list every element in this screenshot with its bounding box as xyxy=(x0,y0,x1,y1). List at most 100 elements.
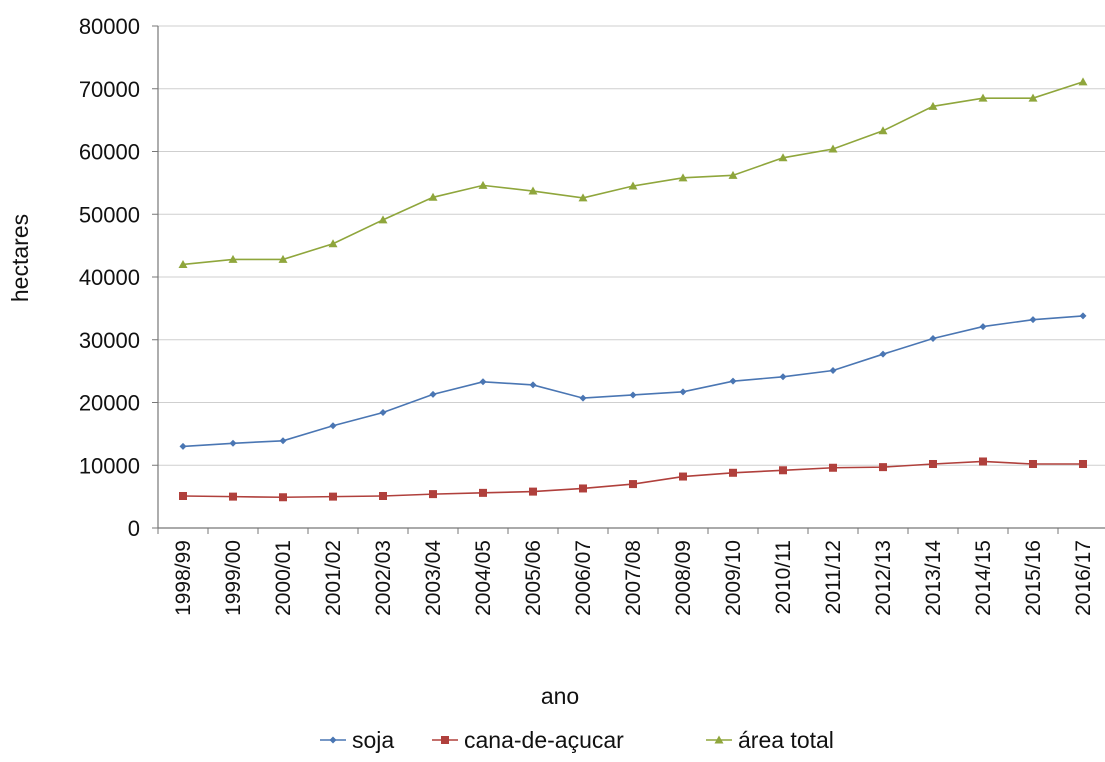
legend-label: área total xyxy=(738,727,834,753)
x-tick-label: 2004/05 xyxy=(472,540,495,616)
legend-swatch-marker xyxy=(441,736,449,744)
x-tick-label: 2012/13 xyxy=(872,540,895,616)
data-point xyxy=(428,192,438,201)
y-tick-label: 40000 xyxy=(79,265,140,290)
y-tick-label: 80000 xyxy=(79,14,140,39)
x-tick-label: 2000/01 xyxy=(272,540,295,616)
y-axis-title: hectares xyxy=(7,214,33,302)
data-point xyxy=(379,491,387,500)
legend-swatch-marker xyxy=(714,735,724,744)
legend: soja cana-de-açucar área total xyxy=(320,727,834,753)
y-tick-label: 30000 xyxy=(79,328,140,353)
series-lines xyxy=(182,81,1084,499)
data-point xyxy=(1079,312,1087,320)
data-point xyxy=(628,181,638,190)
x-axis-ticks: 1998/99 1999/00 2000/01 2001/02 2002/03 2003/… xyxy=(157,528,1095,616)
y-tick-label: 0 xyxy=(128,516,140,541)
x-tick-label: 2007/08 xyxy=(622,540,645,616)
x-tick-label: 2013/14 xyxy=(922,540,945,616)
data-point xyxy=(479,488,487,497)
data-point xyxy=(879,463,887,472)
data-point xyxy=(779,466,787,475)
data-point xyxy=(929,334,937,342)
data-point xyxy=(429,490,437,499)
x-tick-label: 2009/10 xyxy=(722,540,745,616)
y-tick-label: 50000 xyxy=(79,202,140,227)
y-tick-label: 70000 xyxy=(79,77,140,102)
x-tick-label: 2006/07 xyxy=(572,540,595,616)
data-point xyxy=(929,459,937,468)
data-point xyxy=(1029,316,1037,324)
data-point xyxy=(579,484,587,493)
gridlines xyxy=(158,25,1105,466)
x-tick-label: 2016/17 xyxy=(1072,540,1095,616)
data-point xyxy=(629,480,637,489)
data-point xyxy=(528,186,538,195)
legend-label: cana-de-açucar xyxy=(464,727,624,753)
x-tick-label: 2015/16 xyxy=(1022,540,1045,616)
data-point xyxy=(828,144,838,153)
data-point xyxy=(179,491,187,500)
legend-swatch-marker xyxy=(329,736,337,744)
data-point xyxy=(978,93,988,102)
axes xyxy=(157,26,1105,529)
x-tick-label: 2005/06 xyxy=(522,540,545,616)
x-tick-label: 2014/15 xyxy=(972,540,995,616)
x-tick-label: 2011/12 xyxy=(822,540,845,614)
x-tick-label: 1999/00 xyxy=(222,540,245,616)
series-line-1 xyxy=(182,460,1083,499)
series-line-0 xyxy=(182,315,1084,448)
data-point xyxy=(878,126,888,135)
data-point xyxy=(1079,459,1087,468)
data-point xyxy=(328,239,338,248)
data-point xyxy=(228,254,238,263)
data-point xyxy=(829,366,837,374)
x-axis-title: ano xyxy=(541,683,579,709)
data-point xyxy=(379,409,387,417)
series-markers xyxy=(178,77,1088,502)
data-point xyxy=(679,472,687,481)
data-point xyxy=(478,180,488,189)
x-tick-label: 2002/03 xyxy=(372,540,395,616)
data-point xyxy=(279,437,287,445)
data-point xyxy=(779,373,787,381)
x-tick-label: 2001/02 xyxy=(322,540,345,616)
x-tick-label: 2003/04 xyxy=(422,540,445,616)
data-point xyxy=(979,457,987,466)
data-point xyxy=(279,493,287,502)
data-point xyxy=(429,390,437,398)
y-tick-label: 10000 xyxy=(79,453,140,478)
data-point xyxy=(1078,77,1088,86)
data-point xyxy=(979,323,987,331)
data-point xyxy=(178,259,188,268)
data-point xyxy=(729,468,737,477)
data-point xyxy=(729,377,737,385)
data-point xyxy=(578,193,588,202)
data-point xyxy=(179,442,187,450)
data-point xyxy=(378,215,388,224)
legend-item: área total xyxy=(706,727,834,753)
data-point xyxy=(1029,459,1037,468)
data-point xyxy=(928,101,938,110)
legend-label: soja xyxy=(352,727,394,753)
data-point xyxy=(728,170,738,179)
data-point xyxy=(329,492,337,501)
x-tick-label: 1998/99 xyxy=(172,540,195,616)
data-point xyxy=(579,394,587,402)
data-point xyxy=(529,487,537,496)
legend-item: soja xyxy=(320,727,394,753)
data-point xyxy=(679,388,687,396)
y-tick-label: 60000 xyxy=(79,140,140,165)
data-point xyxy=(529,381,537,389)
legend-item: cana-de-açucar xyxy=(432,727,624,753)
data-point xyxy=(678,173,688,182)
data-point xyxy=(778,153,788,162)
x-tick-label: 2008/09 xyxy=(672,540,695,616)
data-point xyxy=(829,463,837,472)
data-point xyxy=(1028,93,1038,102)
data-point xyxy=(479,378,487,386)
x-tick-label: 2010/11 xyxy=(772,540,795,614)
data-point xyxy=(229,492,237,501)
series-line-2 xyxy=(182,81,1084,266)
y-tick-label: 20000 xyxy=(79,391,140,416)
